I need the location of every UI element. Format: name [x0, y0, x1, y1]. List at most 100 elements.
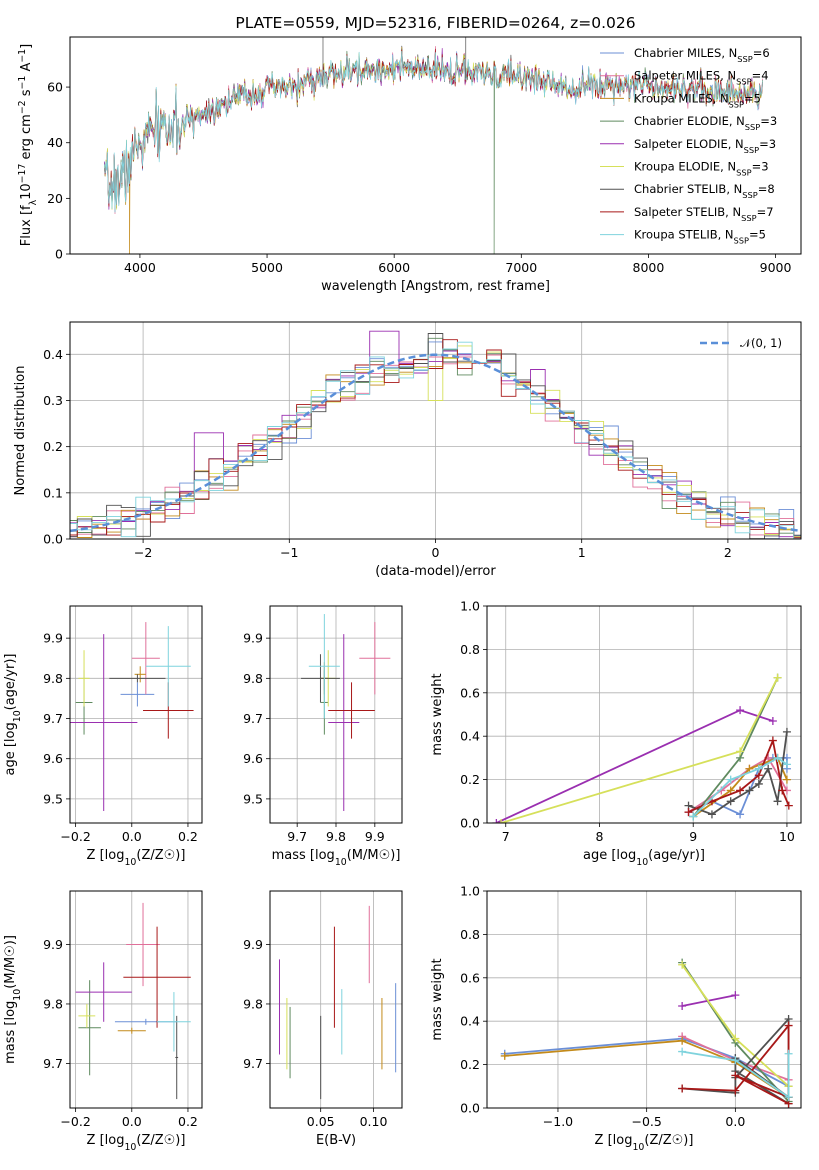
- ageM-ytick-label-1: 9.6: [243, 751, 263, 766]
- wZ-ytick-label-3: 0.6: [460, 970, 480, 985]
- mass-vs-extinction-panel: 0.05 0.10 9.7 9.8 9.9 E(B-V): [243, 890, 403, 1148]
- wAge-series-6-marker-5: [764, 764, 773, 773]
- wZ-series-7-marker-0: [678, 1084, 687, 1093]
- ageM-ytick-label-2: 9.7: [243, 711, 263, 726]
- residuals-hist-1: [70, 354, 801, 538]
- residual-histogram-panel: 𝒩(0, 1) −2 −1 0 1 2 0.0 0.1 0.2 0.3 0.4 (data-model…: [13, 321, 802, 579]
- wAge-series-8-marker-3: [773, 753, 782, 762]
- ageZ-ylabel: age [log10(age/yr)]: [3, 654, 23, 776]
- residuals-ylabel: Normed distribution: [13, 366, 28, 496]
- massE-ytick-label-0: 9.7: [243, 1056, 263, 1071]
- spectrum-ytick-label-1: 20: [47, 191, 63, 206]
- weight-vs-metallicity-panel: −1.0 −0.5 0.0 0.0 0.2 0.4 0.6 0.8 1.0 Z [log10(Z/…: [430, 884, 802, 1153]
- wZ-plot-area: [500, 958, 793, 1108]
- spectrum-frame: [69, 36, 802, 255]
- wAge-ytick-label-3: 0.6: [460, 685, 480, 700]
- wAge-series-0-marker-2: [736, 810, 745, 819]
- spectrum-xtick-label-1: 5000: [251, 260, 283, 275]
- ageZ-frame: [69, 605, 203, 824]
- spectrum-legend-entry-5: Kroupa ELODIE, NSSP=3: [634, 160, 769, 178]
- spectrum-plot-area: [103, 37, 763, 254]
- spectrum-xtick-label-2: 6000: [378, 260, 410, 275]
- wAge-series-6-marker-6: [773, 797, 782, 806]
- wAge-series-7-marker-2: [736, 786, 745, 795]
- ageZ-ytick-label-1: 9.6: [43, 751, 63, 766]
- wZ-series-8-marker-1: [731, 1056, 740, 1065]
- wZ-series-4-marker-1: [731, 991, 740, 1000]
- wAge-series-3: [692, 677, 779, 818]
- massZ-ytick-label-0: 9.7: [43, 1056, 63, 1071]
- massZ-ylabel: mass [log10(M/M☉)]: [3, 935, 23, 1064]
- wAge-series-7-marker-4: [768, 736, 777, 745]
- weight-vs-age-panel: 7 8 9 10 0.0 0.2 0.4 0.6 0.8 1.0 age [log10(age/yr…: [430, 599, 802, 868]
- ageM-xlabel: mass [log10(M/M☉)]: [272, 848, 401, 868]
- ageM-ytick-label-3: 9.8: [243, 671, 263, 686]
- wAge-series-6-marker-1: [707, 810, 716, 819]
- wAge-series-8-marker-4: [782, 760, 791, 769]
- residuals-hist-6: [70, 333, 801, 539]
- residuals-legend-entry: 𝒩(0, 1): [740, 336, 782, 350]
- residuals-hist-7: [70, 339, 801, 539]
- ageZ-xtick-label-0: −0.2: [60, 829, 90, 844]
- wAge-xtick-label-1: 8: [596, 829, 604, 844]
- spectrum-legend: Chabrier MILES, NSSP=6 Salpeter MILES, NS…: [600, 46, 777, 246]
- wAge-series-4-marker-2: [768, 717, 777, 726]
- ageZ-ytick-label-2: 9.7: [43, 711, 63, 726]
- wZ-ylabel: mass weight: [430, 958, 445, 1040]
- wZ-series-8: [681, 1050, 790, 1099]
- wAge-plot-area: [492, 673, 793, 823]
- wAge-ytick-label-4: 0.8: [460, 642, 480, 657]
- wZ-frame: [486, 890, 802, 1109]
- residuals-hist-5: [70, 345, 801, 538]
- wAge-series-6-marker-2: [726, 797, 735, 806]
- spectrum-legend-entry-8: Kroupa STELIB, NSSP=5: [634, 228, 766, 246]
- ageZ-plot-area: [70, 622, 194, 811]
- wAge-ytick-label-0: 0.0: [460, 816, 480, 831]
- spectrum-ylabel: Flux [fλ10−17 erg cm−2 s−1 A−1]: [17, 44, 39, 246]
- ageZ-ytick-label-4: 9.9: [43, 631, 63, 646]
- massE-xtick-label-1: 0.10: [360, 1114, 388, 1129]
- wZ-series-8-marker-0: [678, 1047, 687, 1056]
- wAge-ytick-label-2: 0.4: [460, 729, 480, 744]
- ageZ-xtick-label-1: 0.0: [122, 829, 142, 844]
- residuals-xtick-label-3: 1: [578, 545, 586, 560]
- ageM-ytick-label-0: 9.5: [243, 791, 263, 806]
- residuals-ytick-label-2: 0.2: [43, 439, 63, 454]
- residuals-hist-0: [70, 341, 801, 539]
- residuals-ytick-label-1: 0.1: [43, 485, 63, 500]
- wAge-series-6-marker-4: [754, 779, 763, 788]
- spectrum-series-8: [103, 50, 763, 213]
- residuals-xtick-label-1: −1: [280, 545, 298, 560]
- residuals-xlabel: (data-model)/error: [375, 564, 496, 579]
- spectrum-legend-entry-7: Salpeter STELIB, NSSP=7: [634, 205, 774, 223]
- massZ-xtick-label-0: −0.2: [60, 1114, 90, 1129]
- wZ-series-7-marker-2: [784, 1021, 793, 1030]
- wAge-series-5-marker-0: [497, 819, 506, 823]
- ageZ-ytick-label-0: 9.5: [43, 791, 63, 806]
- wAge-xtick-label-2: 9: [689, 829, 697, 844]
- spectrum-xlabel: wavelength [Angstrom, rest frame]: [321, 279, 550, 294]
- wZ-series-7-marker-1: [731, 1086, 740, 1095]
- spectrum-legend-entry-1: Salpeter MILES, NSSP=4: [634, 69, 769, 87]
- wAge-series-4-marker-0: [492, 819, 501, 823]
- wAge-series-6: [688, 731, 788, 816]
- wAge-series-5-marker-1: [736, 747, 745, 756]
- massZ-xtick-label-1: 0.0: [122, 1114, 142, 1129]
- ageM-xtick-label-0: 9.7: [287, 829, 307, 844]
- residuals-xtick-label-2: 0: [432, 545, 440, 560]
- wAge-series-2-marker-1: [726, 786, 735, 795]
- wAge-series-5-marker-2: [773, 673, 782, 682]
- age-vs-metallicity-panel: −0.2 0.0 0.2 9.5 9.6 9.7 9.8 9.9 Z [log10(Z/Z☉)]…: [3, 605, 203, 868]
- spectrum-xtick-label-0: 4000: [124, 260, 156, 275]
- wZ-series-4-marker-0: [678, 1002, 687, 1011]
- wAge-series-2-marker-2: [745, 764, 754, 773]
- spectrum-xtick-label-4: 8000: [633, 260, 665, 275]
- massE-ytick-label-2: 9.9: [243, 937, 263, 952]
- wZ-series-2-marker-0: [500, 1051, 509, 1060]
- wAge-series-4-marker-1: [736, 706, 745, 715]
- wAge-xtick-label-3: 10: [779, 829, 795, 844]
- wZ-ytick-label-4: 0.8: [460, 927, 480, 942]
- wAge-series-8-marker-0: [689, 812, 698, 821]
- wZ-series-5-marker-1: [731, 1034, 740, 1043]
